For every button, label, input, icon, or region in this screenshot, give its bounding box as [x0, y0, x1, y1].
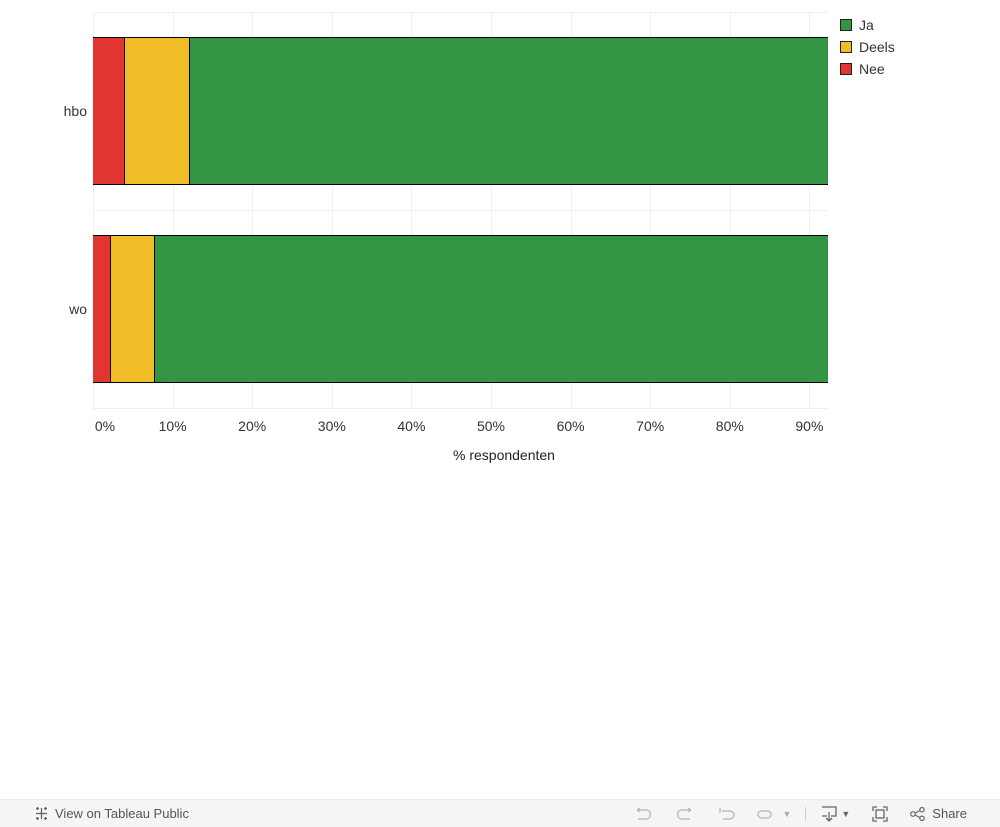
bar-segment-deels[interactable] — [111, 236, 156, 382]
legend-swatch-deels — [840, 41, 852, 53]
bar-segment-nee[interactable] — [93, 38, 125, 184]
row-divider — [93, 408, 828, 409]
legend-label-nee: Nee — [859, 61, 885, 77]
legend-label-ja: Ja — [859, 17, 874, 33]
legend-item-deels[interactable]: Deels — [840, 36, 895, 58]
download-dropdown-icon[interactable]: ▼ — [841, 808, 851, 819]
share-icon[interactable] — [910, 806, 926, 821]
x-tick-label: 0% — [94, 418, 116, 434]
bar-segment-ja[interactable] — [155, 236, 828, 382]
legend-swatch-nee — [840, 63, 852, 75]
plot-area — [93, 12, 828, 409]
x-tick-label: 60% — [556, 418, 585, 434]
download-icon[interactable] — [820, 805, 838, 822]
legend-item-nee[interactable]: Nee — [840, 58, 895, 80]
bar-segment-nee[interactable] — [93, 236, 112, 382]
fullscreen-icon[interactable] — [872, 805, 888, 822]
tableau-toolbar: View on Tableau Public ▼ ▼ Share — [0, 799, 1000, 827]
x-tick-label: 10% — [158, 418, 187, 434]
undo-icon[interactable] — [634, 806, 652, 821]
x-tick-label: 50% — [476, 418, 506, 434]
refresh-icon[interactable] — [756, 807, 774, 821]
view-on-tableau-label: View on Tableau Public — [55, 806, 189, 821]
refresh-dropdown-icon[interactable]: ▼ — [782, 808, 792, 819]
x-tick-label: 90% — [795, 418, 824, 434]
toolbar-divider — [805, 806, 807, 821]
share-button[interactable]: Share — [932, 806, 967, 821]
x-tick-label: 70% — [636, 418, 665, 434]
bar-hbo[interactable] — [93, 37, 828, 185]
bar-wo[interactable] — [93, 235, 828, 383]
x-tick-label: 30% — [317, 418, 346, 434]
tableau-logo-icon — [34, 806, 49, 821]
legend-label-deels: Deels — [859, 39, 895, 55]
revert-icon[interactable] — [718, 807, 736, 821]
legend-item-ja[interactable]: Ja — [840, 14, 895, 36]
x-tick-label: 80% — [715, 418, 744, 434]
x-tick-label: 40% — [397, 418, 426, 434]
row-divider — [93, 210, 828, 211]
row-divider — [93, 12, 828, 13]
legend-swatch-ja — [840, 19, 852, 31]
redo-icon[interactable] — [676, 806, 694, 821]
y-label-hbo: hbo — [63, 103, 87, 119]
bar-segment-deels[interactable] — [124, 38, 191, 184]
bar-segment-ja[interactable] — [190, 38, 828, 184]
x-tick-label: 20% — [238, 418, 267, 434]
legend: Ja Deels Nee — [840, 14, 895, 80]
x-axis-title: % respondenten — [453, 447, 555, 463]
view-on-tableau-link[interactable]: View on Tableau Public — [34, 806, 189, 821]
y-label-wo: wo — [69, 301, 87, 317]
